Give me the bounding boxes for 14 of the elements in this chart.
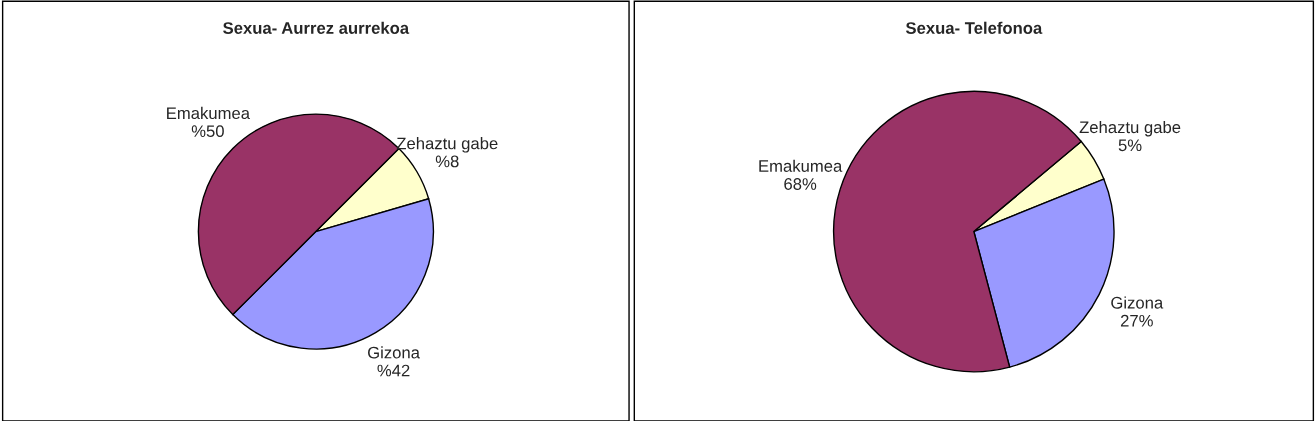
data-label: 5%	[1118, 139, 1142, 152]
data-label: 68%	[784, 178, 817, 190]
data-label: %8	[435, 155, 459, 168]
chart-title: Sexua- Aurrez aurrekoa	[223, 21, 410, 34]
data-label: 27%	[1120, 314, 1153, 327]
slice-label: Gizona	[368, 346, 420, 359]
slice-label: Gizona	[1111, 296, 1164, 309]
slice-label: Emakumea	[759, 159, 843, 172]
slice-label: Zehaztu gabe	[1079, 120, 1181, 137]
slice-label: Zehaztu gabe	[396, 137, 498, 153]
data-label: %42	[377, 364, 410, 377]
chart-title: Sexua- Telefonoa	[905, 21, 1043, 34]
data-label: %50	[191, 125, 224, 138]
slice-label: Emakumea	[167, 106, 251, 120]
